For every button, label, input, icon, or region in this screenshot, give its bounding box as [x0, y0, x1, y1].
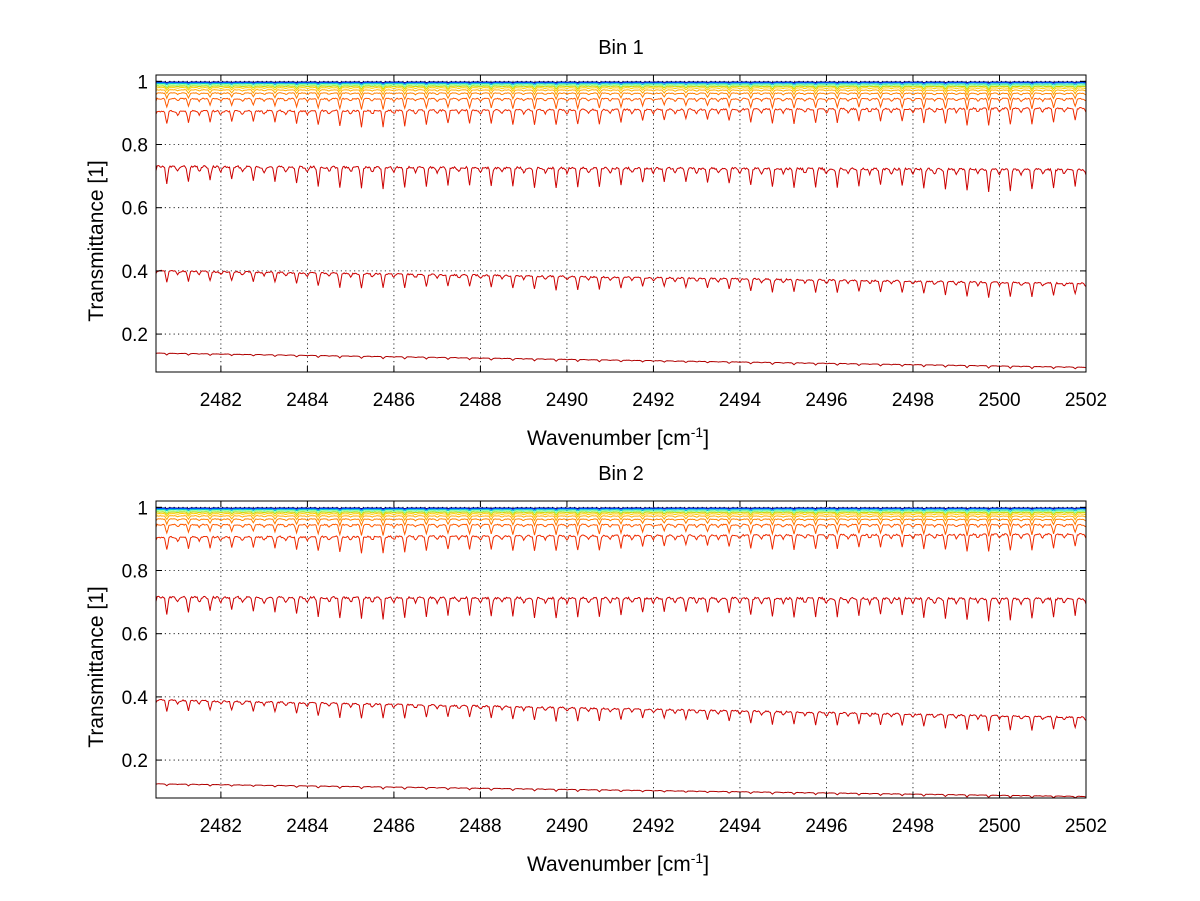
series-line-level-13 — [155, 783, 1087, 799]
y-tick-label: 0.6 — [122, 199, 148, 220]
x-tick-label: 2488 — [459, 816, 501, 837]
x-axis-label: Wavenumber [cm-1] — [527, 850, 709, 876]
series-line-level-3 — [155, 82, 1087, 86]
x-tick-label: 2484 — [286, 390, 329, 411]
x-tick-label: 2498 — [892, 816, 934, 837]
axis-ticks: 2482 2484 2486 2488 2490 2492 2494 2496 2498 2500… — [122, 498, 1108, 837]
series-line-level-6 — [155, 512, 1087, 519]
y-tick-label: 0.4 — [122, 688, 149, 709]
series-lines — [155, 81, 1087, 370]
axis-ticks: 2482 2484 2486 2488 2490 2492 2494 2496 2498 2500… — [122, 72, 1108, 411]
series-line-level-5 — [155, 85, 1087, 91]
series-line-level-3 — [155, 508, 1087, 512]
series-line-level-7 — [155, 515, 1087, 523]
y-tick-label: 0.8 — [122, 136, 148, 157]
series-line-level-10 — [155, 106, 1087, 128]
series-line-level-12 — [155, 269, 1087, 298]
y-tick-label: 1 — [137, 72, 148, 93]
plot-frame — [155, 500, 1087, 799]
x-tick-label: 2496 — [805, 816, 847, 837]
x-tick-label: 2492 — [632, 390, 674, 411]
x-tick-label: 2496 — [805, 390, 847, 411]
x-tick-label: 2494 — [719, 816, 762, 837]
series-line-level-11 — [155, 595, 1087, 622]
series-line-level-8 — [155, 518, 1087, 528]
grid-lines — [156, 501, 1086, 798]
x-tick-label: 2500 — [978, 390, 1020, 411]
x-tick-label: 2498 — [892, 390, 934, 411]
y-tick-label: 0.6 — [122, 625, 148, 646]
x-axis-label: Wavenumber [cm-1] — [527, 424, 709, 450]
chart-title: Bin 1 — [598, 37, 644, 59]
x-tick-label: 2484 — [286, 816, 329, 837]
x-tick-label: 2502 — [1065, 390, 1107, 411]
series-line-level-2 — [155, 82, 1087, 85]
series-line-level-9 — [155, 523, 1087, 537]
x-tick-label: 2490 — [546, 390, 588, 411]
series-line-level-7 — [155, 89, 1087, 97]
y-axis-label: Transmittance [1] — [85, 160, 108, 321]
x-tick-label: 2492 — [632, 816, 674, 837]
y-tick-label: 1 — [137, 498, 148, 519]
series-line-level-11 — [155, 164, 1087, 193]
x-tick-label: 2502 — [1065, 816, 1107, 837]
chart-title: Bin 2 — [598, 463, 644, 485]
series-line-level-4 — [155, 510, 1087, 515]
grid-lines — [156, 75, 1086, 372]
chart-panel-bin-2: Bin 2 2482 2484 2486 2488 2490 2492 2494 2496 24… — [85, 463, 1107, 876]
x-tick-label: 2482 — [200, 816, 242, 837]
series-line-level-6 — [155, 86, 1087, 93]
series-line-level-8 — [155, 92, 1087, 102]
x-tick-label: 2494 — [719, 390, 762, 411]
x-tick-label: 2500 — [978, 816, 1020, 837]
x-tick-label: 2482 — [200, 390, 242, 411]
series-line-level-13 — [155, 352, 1087, 370]
y-tick-label: 0.2 — [122, 325, 148, 346]
y-tick-label: 0.4 — [122, 262, 149, 283]
chart-panel-bin-1: Bin 1 2482 2484 2486 2488 2490 2492 2494 2496 24… — [85, 37, 1107, 450]
y-axis-label: Transmittance [1] — [85, 586, 108, 747]
x-tick-label: 2486 — [373, 816, 415, 837]
series-line-level-1 — [155, 507, 1087, 510]
x-tick-label: 2488 — [459, 390, 501, 411]
y-tick-label: 0.8 — [122, 562, 148, 583]
series-line-level-4 — [155, 84, 1087, 89]
x-tick-label: 2490 — [546, 816, 588, 837]
y-tick-label: 0.2 — [122, 751, 148, 772]
x-tick-label: 2486 — [373, 390, 415, 411]
series-lines — [155, 507, 1087, 799]
series-line-level-12 — [155, 698, 1087, 732]
series-line-level-10 — [155, 532, 1087, 554]
series-line-level-1 — [155, 81, 1087, 84]
plot-frame — [155, 74, 1087, 373]
series-line-level-2 — [155, 508, 1087, 511]
series-line-level-9 — [155, 97, 1087, 111]
series-line-level-5 — [155, 511, 1087, 517]
